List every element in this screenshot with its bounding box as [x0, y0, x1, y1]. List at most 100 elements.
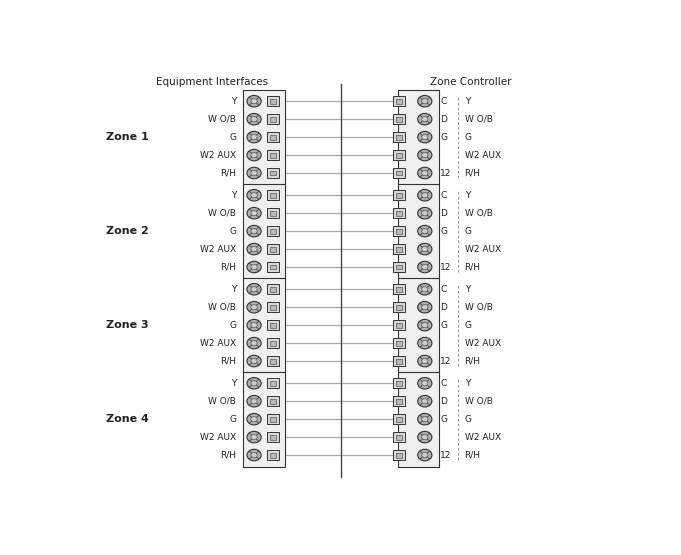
Circle shape — [247, 149, 262, 161]
FancyBboxPatch shape — [270, 452, 276, 457]
Circle shape — [251, 193, 257, 198]
Circle shape — [251, 210, 257, 216]
Text: 12: 12 — [441, 169, 452, 178]
Circle shape — [422, 246, 428, 251]
FancyBboxPatch shape — [270, 435, 276, 440]
FancyBboxPatch shape — [267, 226, 279, 236]
Circle shape — [247, 243, 262, 255]
Circle shape — [422, 381, 428, 386]
FancyBboxPatch shape — [393, 450, 405, 460]
Text: G: G — [229, 415, 236, 423]
Circle shape — [251, 452, 257, 458]
Text: R/H: R/H — [220, 451, 236, 460]
Text: G: G — [441, 415, 447, 423]
FancyBboxPatch shape — [393, 190, 405, 200]
Text: W O/B: W O/B — [464, 209, 492, 218]
Circle shape — [422, 398, 428, 404]
Text: D: D — [441, 209, 447, 218]
Circle shape — [247, 377, 262, 389]
Text: D: D — [441, 397, 447, 406]
Text: G: G — [441, 226, 447, 236]
Text: R/H: R/H — [220, 169, 236, 178]
Circle shape — [417, 450, 432, 461]
Circle shape — [417, 301, 432, 313]
FancyBboxPatch shape — [396, 359, 402, 364]
Text: Zone 2: Zone 2 — [106, 226, 149, 236]
Text: R/H: R/H — [464, 169, 481, 178]
FancyBboxPatch shape — [396, 211, 402, 216]
Circle shape — [247, 355, 262, 367]
FancyBboxPatch shape — [270, 170, 276, 175]
Circle shape — [417, 320, 432, 331]
Circle shape — [417, 355, 432, 367]
FancyBboxPatch shape — [396, 117, 402, 122]
Circle shape — [247, 189, 262, 201]
FancyBboxPatch shape — [270, 381, 276, 386]
FancyBboxPatch shape — [393, 96, 405, 106]
Circle shape — [417, 208, 432, 219]
FancyBboxPatch shape — [270, 229, 276, 234]
Circle shape — [251, 359, 257, 364]
Circle shape — [251, 435, 257, 440]
FancyBboxPatch shape — [393, 150, 405, 160]
Text: W2 AUX: W2 AUX — [200, 245, 236, 254]
Text: C: C — [441, 285, 447, 294]
Circle shape — [251, 117, 257, 122]
FancyBboxPatch shape — [270, 341, 276, 346]
Circle shape — [422, 287, 428, 292]
Text: W2 AUX: W2 AUX — [464, 432, 501, 442]
Text: R/H: R/H — [220, 356, 236, 366]
Text: Zone 1: Zone 1 — [106, 132, 149, 142]
Text: C: C — [441, 97, 447, 105]
FancyBboxPatch shape — [396, 417, 402, 422]
Circle shape — [422, 134, 428, 140]
Circle shape — [417, 225, 432, 237]
Circle shape — [247, 450, 262, 461]
Circle shape — [251, 398, 257, 404]
FancyBboxPatch shape — [270, 322, 276, 327]
Text: Y: Y — [231, 379, 236, 388]
FancyBboxPatch shape — [267, 208, 279, 218]
FancyBboxPatch shape — [267, 396, 279, 406]
Text: G: G — [464, 226, 472, 236]
FancyBboxPatch shape — [270, 246, 276, 251]
Text: D: D — [441, 115, 447, 124]
Circle shape — [422, 435, 428, 440]
Text: W O/B: W O/B — [208, 115, 236, 124]
FancyBboxPatch shape — [270, 359, 276, 364]
Circle shape — [422, 452, 428, 458]
FancyBboxPatch shape — [267, 168, 279, 178]
Circle shape — [417, 113, 432, 125]
Circle shape — [247, 320, 262, 331]
Text: R/H: R/H — [464, 356, 481, 366]
FancyBboxPatch shape — [270, 135, 276, 139]
FancyBboxPatch shape — [393, 338, 405, 348]
Circle shape — [251, 134, 257, 140]
Text: R/H: R/H — [464, 451, 481, 460]
Circle shape — [422, 210, 428, 216]
Circle shape — [247, 208, 262, 219]
Text: Y: Y — [464, 191, 470, 200]
FancyBboxPatch shape — [267, 244, 279, 254]
Text: W O/B: W O/B — [208, 209, 236, 218]
FancyBboxPatch shape — [396, 435, 402, 440]
Text: G: G — [229, 226, 236, 236]
Text: W2 AUX: W2 AUX — [200, 339, 236, 347]
Text: W2 AUX: W2 AUX — [464, 339, 501, 347]
FancyBboxPatch shape — [396, 381, 402, 386]
FancyBboxPatch shape — [393, 114, 405, 124]
FancyBboxPatch shape — [393, 244, 405, 254]
Circle shape — [417, 243, 432, 255]
Circle shape — [417, 284, 432, 295]
FancyBboxPatch shape — [270, 305, 276, 310]
FancyBboxPatch shape — [393, 302, 405, 312]
FancyBboxPatch shape — [270, 193, 276, 198]
FancyBboxPatch shape — [242, 278, 285, 373]
FancyBboxPatch shape — [393, 284, 405, 294]
Circle shape — [417, 95, 432, 107]
Circle shape — [247, 396, 262, 407]
FancyBboxPatch shape — [396, 99, 402, 104]
Circle shape — [247, 431, 262, 443]
Text: W O/B: W O/B — [464, 115, 492, 124]
Circle shape — [251, 246, 257, 251]
